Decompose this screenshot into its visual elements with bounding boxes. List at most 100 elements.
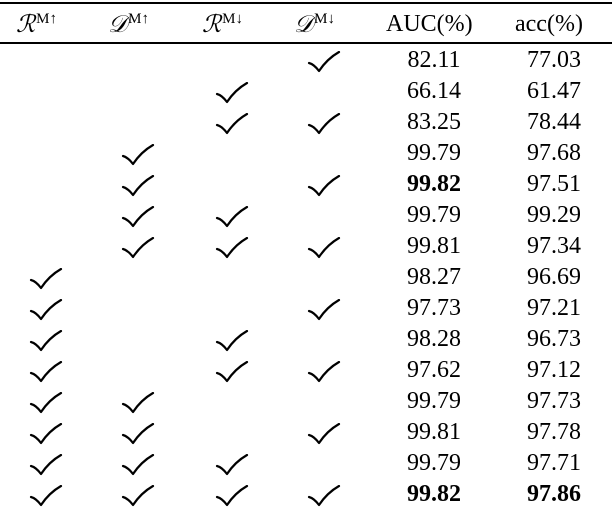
- checkmark-icon: [112, 479, 162, 510]
- checkmark-icon: [206, 231, 256, 262]
- checkmark-icon: [298, 169, 348, 200]
- checkmark-icon: [206, 76, 256, 107]
- header-rule: [0, 42, 612, 44]
- checkmark-icon: [112, 200, 162, 231]
- acc-value: 96.69: [527, 264, 581, 290]
- header-symbol: 𝒟: [294, 10, 314, 38]
- auc-value: 99.79: [407, 202, 461, 228]
- acc-value: 99.29: [527, 202, 581, 228]
- header-superscript: M↑: [128, 11, 149, 27]
- auc-value: 99.81: [407, 233, 461, 259]
- table-row: 99.79 99.29: [0, 200, 612, 231]
- acc-value: 97.34: [527, 233, 581, 259]
- table-row: 99.81 97.78: [0, 417, 612, 448]
- acc-value: 97.12: [527, 357, 581, 383]
- checkmark-icon: [112, 231, 162, 262]
- table-row: 98.27 96.69: [0, 262, 612, 293]
- checkmark-glyph: [307, 361, 341, 383]
- acc-value: 96.73: [527, 326, 581, 352]
- table-row: 66.14 61.47: [0, 76, 612, 107]
- table-row: 99.79 97.68: [0, 138, 612, 169]
- checkmark-glyph: [121, 454, 155, 476]
- auc-value: 97.73: [407, 295, 461, 321]
- header-superscript: M↓: [314, 11, 335, 27]
- checkmark-glyph: [215, 82, 249, 104]
- checkmark-glyph: [307, 237, 341, 259]
- auc-value: 99.81: [407, 419, 461, 445]
- checkmark-icon: [298, 479, 348, 510]
- acc-value: 97.78: [527, 419, 581, 445]
- checkmark-icon: [206, 479, 256, 510]
- checkmark-icon: [206, 355, 256, 386]
- checkmark-icon: [206, 448, 256, 479]
- checkmark-glyph: [121, 175, 155, 197]
- header-d-m-down: 𝒟M↓: [294, 8, 335, 44]
- header-superscript: M↓: [222, 11, 243, 27]
- auc-value: 83.25: [407, 109, 461, 135]
- acc-value: 97.68: [527, 140, 581, 166]
- checkmark-glyph: [29, 423, 63, 445]
- checkmark-icon: [112, 417, 162, 448]
- acc-value: 77.03: [527, 47, 581, 73]
- checkmark-glyph: [29, 361, 63, 383]
- table-row: 99.82 97.86: [0, 479, 612, 510]
- table-row: 83.25 78.44: [0, 107, 612, 138]
- checkmark-icon: [20, 293, 70, 324]
- checkmark-glyph: [121, 423, 155, 445]
- checkmark-glyph: [215, 113, 249, 135]
- header-d-m-up: 𝒟M↑: [108, 8, 149, 44]
- checkmark-icon: [206, 200, 256, 231]
- checkmark-icon: [298, 107, 348, 138]
- checkmark-glyph: [215, 361, 249, 383]
- checkmark-icon: [20, 479, 70, 510]
- checkmark-icon: [206, 324, 256, 355]
- checkmark-glyph: [121, 237, 155, 259]
- auc-value: 97.62: [407, 357, 461, 383]
- acc-value: 78.44: [527, 109, 581, 135]
- header-symbol: ℛ: [202, 10, 222, 38]
- checkmark-glyph: [307, 113, 341, 135]
- checkmark-glyph: [121, 392, 155, 414]
- table-row: 97.62 97.12: [0, 355, 612, 386]
- checkmark-icon: [20, 448, 70, 479]
- checkmark-icon: [112, 138, 162, 169]
- acc-value: 97.71: [527, 450, 581, 476]
- checkmark-icon: [20, 262, 70, 293]
- checkmark-glyph: [307, 175, 341, 197]
- checkmark-glyph: [307, 423, 341, 445]
- acc-value: 97.73: [527, 388, 581, 414]
- header-r-m-down: ℛM↓: [202, 8, 243, 44]
- table-row: 99.82 97.51: [0, 169, 612, 200]
- checkmark-glyph: [121, 206, 155, 228]
- checkmark-glyph: [307, 299, 341, 321]
- auc-value: 99.82: [407, 481, 461, 507]
- checkmark-icon: [112, 386, 162, 417]
- acc-value: 61.47: [527, 78, 581, 104]
- auc-value: 66.14: [407, 78, 461, 104]
- auc-value: 99.79: [407, 388, 461, 414]
- checkmark-glyph: [29, 454, 63, 476]
- checkmark-glyph: [29, 299, 63, 321]
- acc-value: 97.51: [527, 171, 581, 197]
- checkmark-icon: [20, 386, 70, 417]
- checkmark-glyph: [215, 206, 249, 228]
- checkmark-glyph: [29, 392, 63, 414]
- checkmark-icon: [20, 355, 70, 386]
- checkmark-glyph: [215, 237, 249, 259]
- checkmark-icon: [298, 45, 348, 76]
- header-symbol: ℛ: [16, 10, 36, 38]
- auc-value: 99.79: [407, 450, 461, 476]
- checkmark-icon: [20, 417, 70, 448]
- header-superscript: M↑: [36, 11, 57, 27]
- checkmark-icon: [298, 417, 348, 448]
- auc-value: 99.79: [407, 140, 461, 166]
- top-rule: [0, 2, 612, 4]
- checkmark-glyph: [215, 454, 249, 476]
- table-row: 99.79 97.73: [0, 386, 612, 417]
- table-row: 98.28 96.73: [0, 324, 612, 355]
- table-row: 82.11 77.03: [0, 45, 612, 76]
- checkmark-glyph: [307, 51, 341, 73]
- checkmark-glyph: [29, 330, 63, 352]
- auc-value: 82.11: [407, 47, 461, 73]
- checkmark-glyph: [215, 330, 249, 352]
